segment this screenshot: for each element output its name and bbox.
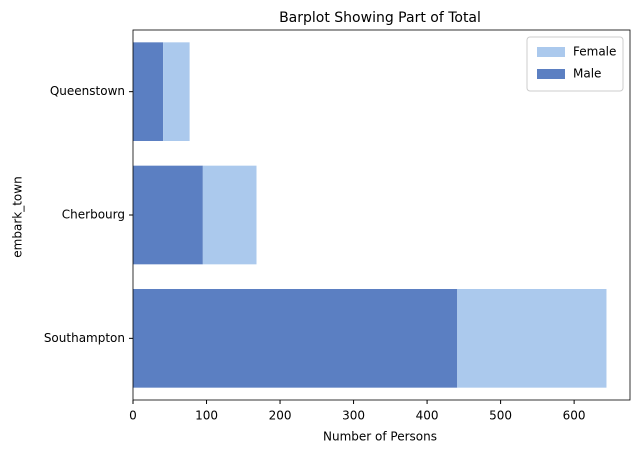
x-tick-label: 0 [129,409,137,423]
x-tick-label: 200 [269,409,292,423]
y-tick-label: Queenstown [50,84,125,98]
legend-swatch [537,69,565,79]
legend-label: Female [573,45,616,59]
legend-label: Male [573,67,601,81]
x-tick-label: 300 [342,409,365,423]
chart-title: Barplot Showing Part of Total [279,10,481,26]
bar [133,165,203,265]
x-axis-label: Number of Persons [323,430,437,444]
bar [202,165,257,265]
bar [457,289,607,388]
legend-swatch [537,47,565,57]
bar [133,289,458,388]
y-axis-label: embark_town [11,176,25,257]
bar [133,42,164,142]
y-tick-label: Southampton [44,331,125,345]
x-tick-label: 600 [563,409,586,423]
plot-frame [132,29,631,401]
bar [163,42,190,142]
x-tick-label: 500 [489,409,512,423]
x-tick-label: 400 [416,409,439,423]
x-tick-label: 100 [195,409,218,423]
y-tick-label: Cherbourg [62,208,125,222]
